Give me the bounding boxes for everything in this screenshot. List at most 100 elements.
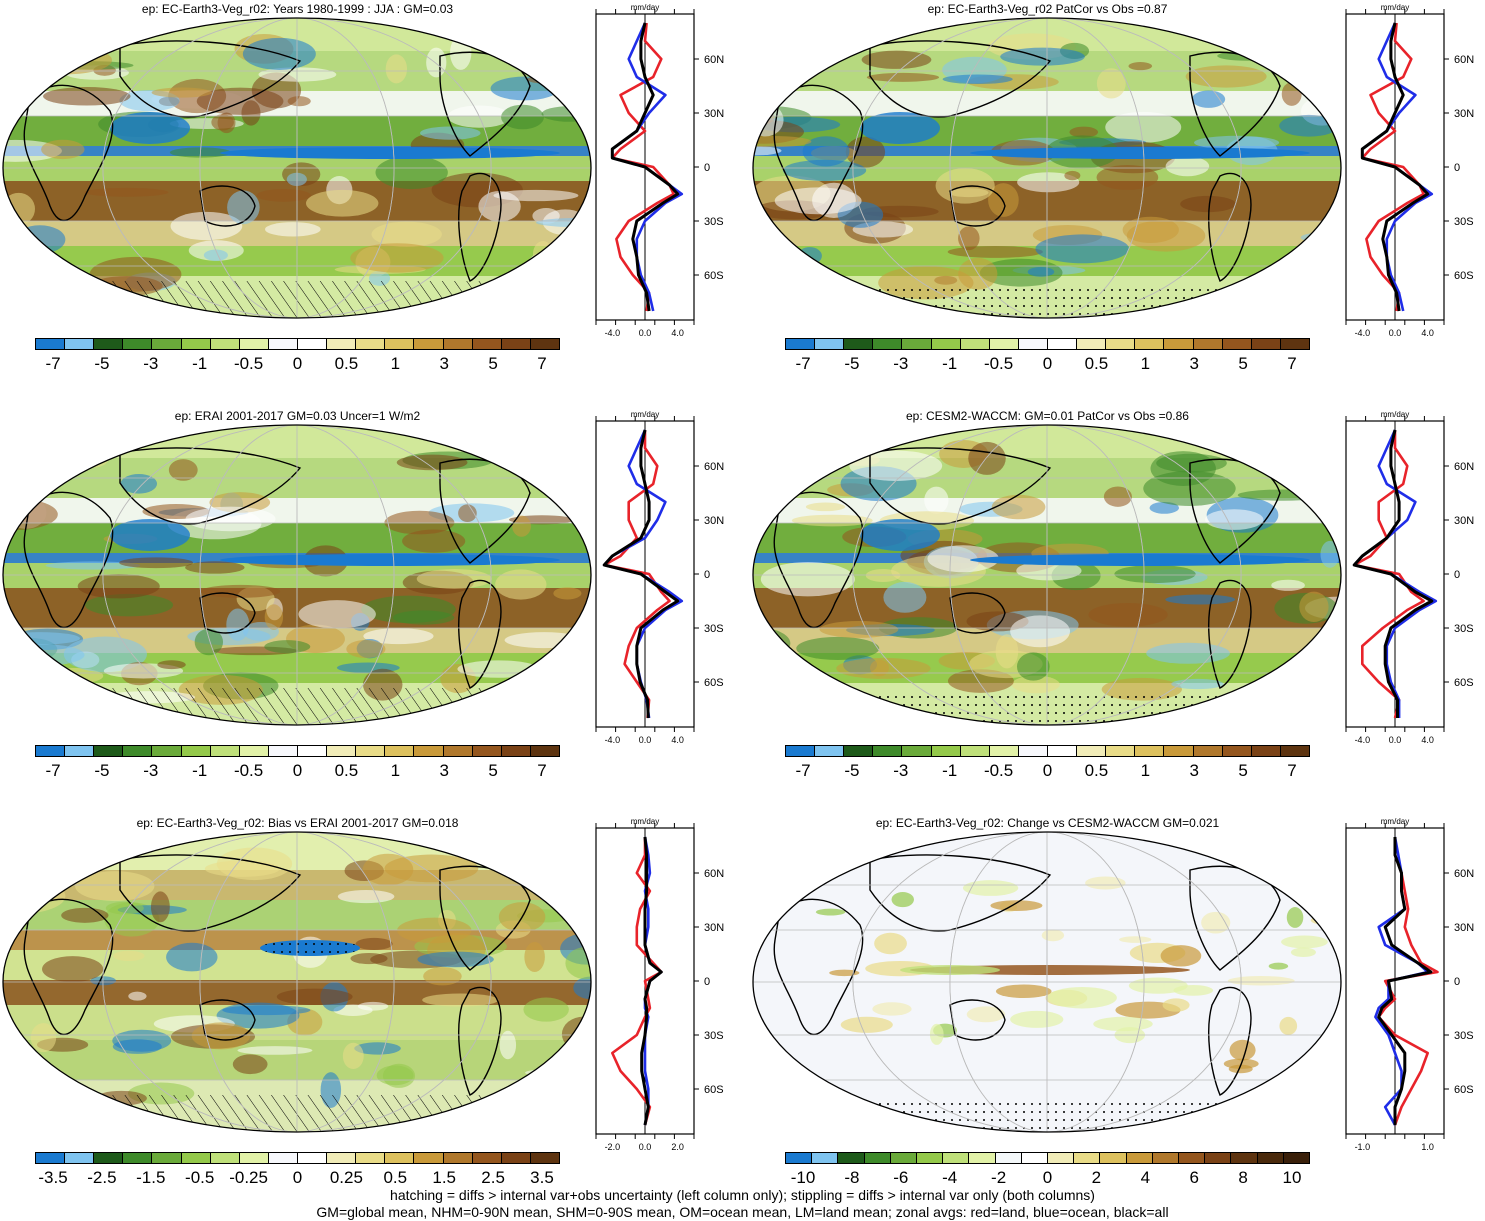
colorbar-tick-label: -7	[45, 761, 61, 780]
colorbar-swatch	[995, 1153, 1022, 1163]
colorbar-swatch	[443, 1153, 473, 1163]
colorbar-swatch	[443, 746, 473, 756]
zonal-mean-plot: mm/day 60N 30N 0 30S 60S -4.0 0.0 4.0	[595, 410, 724, 745]
coastline	[869, 854, 1052, 932]
colorbar-swatch	[1222, 339, 1252, 349]
colorbar-swatch	[181, 746, 211, 756]
world-map	[2, 831, 592, 1133]
colorbar-swatch	[385, 339, 415, 349]
colorbar-tick-label: 1.5	[432, 1168, 457, 1187]
map-border	[2, 17, 592, 319]
colorbar-tick-label: -8	[844, 1168, 860, 1187]
colorbar-tick-label: 1	[390, 761, 401, 780]
colorbar-tick-label: -0.5	[185, 1168, 215, 1187]
colorbar-swatch	[1047, 746, 1078, 756]
panel-title: ep: ERAI 2001-2017 GM=0.03 Uncer=1 W/m2	[174, 409, 421, 423]
zonal-unit: mm/day	[1381, 817, 1409, 826]
panel-p5: ep: EC-Earth3-Veg_r02: Bias vs ERAI 2001…	[0, 814, 742, 1221]
colorbar-swatch	[1193, 746, 1223, 756]
colorbar-swatch	[530, 1153, 559, 1163]
world-map	[2, 17, 592, 319]
colorbar-swatch	[969, 1153, 996, 1163]
colorbar-tick-label: -3	[893, 761, 909, 780]
coastline	[1208, 579, 1252, 689]
map-border	[752, 17, 1342, 319]
colorbar-swatch	[297, 1153, 328, 1163]
colorbar-swatch	[327, 1153, 357, 1163]
colorbar-tick-label: 0.5	[383, 1168, 408, 1187]
colorbar-tick-label: 0.5	[334, 354, 359, 373]
panel-title: ep: CESM2-WACCM: GM=0.01 PatCor vs Obs =…	[906, 409, 1189, 423]
colorbar-swatch	[1205, 1153, 1232, 1163]
coastline	[773, 491, 864, 629]
colorbar-tick-label: -5	[94, 354, 110, 373]
colorbar	[785, 745, 1310, 757]
colorbar-swatch	[36, 339, 66, 349]
colorbar-tick-label: 3	[1189, 354, 1199, 373]
colorbar-swatch	[1251, 339, 1281, 349]
map-border	[752, 831, 1342, 1133]
lat-tick-label: 60S	[1454, 1084, 1474, 1096]
colorbar-swatch	[356, 746, 386, 756]
colorbar-tick-label: -1	[942, 761, 958, 780]
colorbar-swatch	[873, 339, 903, 349]
colorbar-swatch	[1231, 1153, 1258, 1163]
colorbar-labels: -7 -5 -3 -1 -0.5 0 0.5 1 3 5 7	[785, 761, 1310, 783]
colorbar-swatch	[1280, 339, 1309, 349]
coastline	[1208, 172, 1252, 282]
colorbar-tick-label: 1	[1140, 354, 1151, 373]
colorbar-tick-label: -0.5	[233, 761, 264, 780]
colorbar-swatch	[385, 746, 415, 756]
zonal-series-red	[1377, 837, 1439, 1126]
lat-tick-label: 30S	[704, 623, 724, 635]
colorbar-labels: -7 -5 -3 -1 -0.5 0 0.5 1 3 5 7	[35, 761, 560, 783]
coastline	[869, 447, 1052, 525]
colorbar-swatch	[1047, 339, 1078, 349]
map-border	[752, 424, 1342, 726]
colorbar-tick-label: 7	[1287, 761, 1297, 780]
colorbar-swatch	[472, 1153, 502, 1163]
colorbar-tick-label: 1	[1140, 761, 1151, 780]
lat-tick-label: 0	[704, 569, 710, 581]
colorbar-swatch	[1135, 339, 1165, 349]
colorbar-swatch	[844, 339, 874, 349]
colorbar-tick-label: -2	[991, 1168, 1007, 1187]
x-tick-label: 4.0	[671, 735, 684, 745]
zonal-series-red	[1361, 22, 1425, 312]
colorbar-swatch	[414, 1153, 444, 1163]
zonal-series-black	[602, 429, 680, 719]
panel-title: ep: EC-Earth3-Veg_r02 PatCor vs Obs =0.8…	[927, 2, 1168, 16]
colorbar-swatch	[152, 339, 182, 349]
colorbar-swatch	[786, 1153, 813, 1163]
colorbar-swatch	[1126, 1153, 1153, 1163]
map-border	[2, 424, 592, 726]
coastline	[458, 579, 502, 689]
colorbar-swatch	[1018, 339, 1048, 349]
colorbar-swatch	[414, 339, 444, 349]
colorbar-labels: -3.5 -2.5 -1.5 -0.5 -0.25 0 0.25 0.5 1.5 2.5 3.5	[35, 1168, 560, 1190]
colorbar-swatch	[327, 746, 357, 756]
colorbar-swatch	[1164, 339, 1194, 349]
colorbar-swatch	[268, 746, 298, 756]
colorbar-swatch	[873, 746, 903, 756]
colorbar-swatch	[36, 746, 66, 756]
colorbar-swatch	[931, 339, 961, 349]
world-map	[2, 424, 592, 726]
colorbar-swatch	[1100, 1153, 1127, 1163]
x-tick-label: -4.0	[1355, 735, 1371, 745]
colorbar-tick-label: -6	[893, 1168, 909, 1187]
colorbar-tick-label: -5	[844, 354, 860, 373]
colorbar-swatch	[297, 746, 328, 756]
zonal-mean-plot: mm/day 60N 30N 0 30S 60S -4.0 0.0 4.0	[1345, 3, 1474, 338]
colorbar-swatch	[943, 1153, 970, 1163]
colorbar-swatch	[1077, 339, 1107, 349]
colorbar-tick-label: 5	[1238, 354, 1248, 373]
colorbar-swatch	[838, 1153, 865, 1163]
coastline	[949, 999, 1006, 1041]
colorbar	[785, 1152, 1310, 1164]
zonal-unit: mm/day	[631, 410, 659, 419]
colorbar-tick-label: -3.5	[38, 1168, 68, 1187]
lat-tick-label: 30S	[1454, 1030, 1474, 1042]
colorbar-swatch	[123, 1153, 153, 1163]
colorbar-swatch	[472, 339, 502, 349]
